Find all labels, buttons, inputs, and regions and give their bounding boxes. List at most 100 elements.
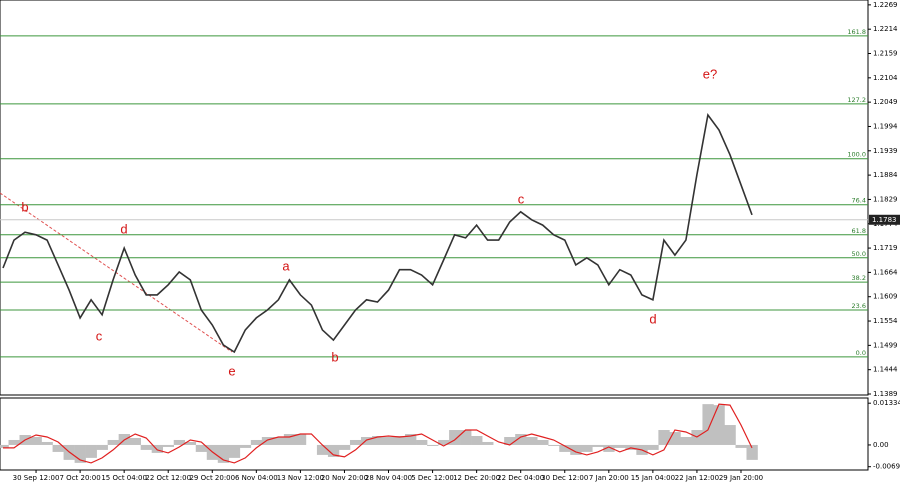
histogram-bar [85,444,97,458]
histogram-bar [8,439,20,445]
y-tick-label: 1.1664 [873,268,898,276]
histogram-bar [338,444,351,450]
histogram-bar [129,437,141,445]
histogram-bar [713,405,725,445]
histogram-bar [515,434,527,445]
x-tick-label: 7 Jan 20:00 [589,474,629,482]
fib-label: 76.4 [852,197,866,205]
histogram-bar [702,404,714,445]
wave-label: a [282,258,290,273]
histogram-bar [559,444,571,452]
y-tick-label: 1.1499 [873,341,898,349]
wave-label: d [120,221,127,236]
histogram-bar [162,444,175,447]
x-tick-label: 28 Nov 04:00 [365,474,412,482]
x-tick-label: 6 Nov 04:00 [235,474,278,482]
histogram-bar [427,444,439,446]
fib-label: 161.8 [847,28,866,36]
x-tick-label: 30 Dec 12:00 [541,474,588,482]
histogram-bar [283,434,296,445]
fib-label: 0.0 [856,349,866,357]
histogram-bar [140,444,152,450]
histogram-bar [405,434,417,445]
y-tick-label: 1.2104 [873,74,898,82]
histogram-bar [570,444,582,455]
histogram-bar [272,437,285,445]
fib-label: 127.2 [847,96,866,104]
histogram-bar [504,437,516,445]
histogram-bar [460,430,472,445]
histogram-bar [647,444,659,450]
fib-label: 50.0 [852,250,866,258]
y-tick-label: 1.1719 [873,244,898,252]
fib-label: 23.6 [852,302,866,310]
y2-tick-label: 0.01334 [873,399,900,407]
histogram-bar [526,437,538,445]
histogram-bar [581,444,593,452]
histogram-bar [383,437,395,445]
x-tick-label: 22 Oct 12:00 [145,474,191,482]
histogram-bar [537,439,549,445]
histogram-bar [250,439,263,445]
x-tick-label: 22 Dec 04:00 [497,474,544,482]
histogram-bar [184,441,197,445]
x-tick-label: 29 Oct 20:00 [189,474,235,482]
y-tick-label: 1.1939 [873,147,898,155]
histogram-bar [151,444,164,453]
x-tick-label: 15 Oct 04:00 [101,474,147,482]
histogram-bar [603,444,615,452]
histogram-bar [261,437,274,445]
fib-label: 100.0 [847,151,866,159]
histogram-bar [52,444,64,452]
wave-label: e [228,363,235,378]
main-panel [0,0,869,396]
oscillator-panel [0,397,869,471]
histogram-bar [416,439,428,445]
y-tick-label: 1.2214 [873,25,898,33]
y-tick-label: 1.1884 [873,171,898,179]
histogram-bar [327,444,340,457]
last-price-label: 1.1783 [872,216,897,224]
histogram-bar [438,439,450,445]
wave-label: b [21,199,28,214]
histogram-bar [173,439,186,445]
x-tick-label: 29 Jan 20:00 [719,474,763,482]
y2-tick-label: 0.00 [873,441,889,449]
histogram-bar [316,444,329,455]
histogram-bar [735,444,747,448]
histogram-bar [74,444,86,463]
last-price-box [869,214,900,225]
histogram-bar [239,444,252,448]
x-tick-label: 13 Nov 12:00 [277,474,324,482]
histogram-bar [669,432,681,445]
y-tick-label: 1.1994 [873,122,898,130]
y-tick-label: 1.1444 [873,366,898,374]
histogram-bar [471,436,483,445]
histogram-bar [41,441,53,445]
histogram-bar [724,425,736,445]
wave-label: e? [703,66,717,81]
y-tick-label: 1.2159 [873,50,898,58]
x-tick-label: 20 Nov 20:00 [321,474,368,482]
x-tick-label: 12 Dec 20:00 [453,474,500,482]
y-tick-label: 1.1829 [873,195,898,203]
y2-tick-label: -0.00695 [873,463,900,471]
histogram-bar [614,444,626,448]
histogram-bar [371,436,384,445]
histogram-bar [228,444,241,458]
histogram-bar [592,444,604,447]
histogram-bar [294,434,307,445]
histogram-bar [482,441,494,445]
histogram-bar [746,444,758,460]
x-tick-label: 5 Dec 12:00 [411,474,454,482]
x-tick-label: 22 Jan 12:00 [675,474,719,482]
fib-label: 38.2 [852,274,866,282]
signal-line [3,403,753,464]
y-tick-label: 1.1554 [873,317,898,325]
y-tick-label: 1.1609 [873,293,898,301]
x-tick-label: 30 Sep 12:00 [13,474,60,482]
histogram-bar [30,437,42,445]
histogram-bar [548,444,560,446]
histogram-bar [360,437,373,445]
